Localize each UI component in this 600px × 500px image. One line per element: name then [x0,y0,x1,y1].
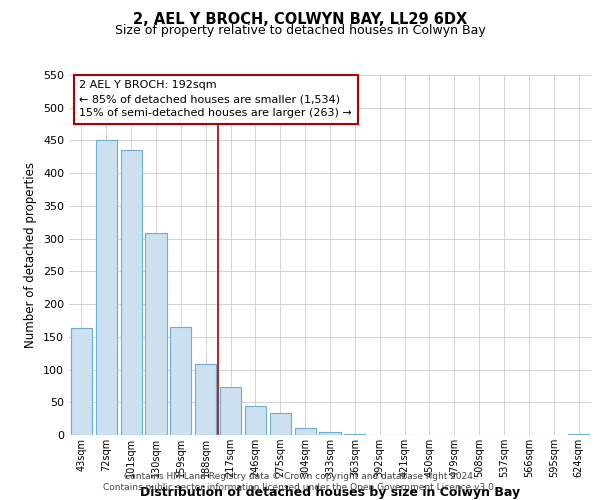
X-axis label: Distribution of detached houses by size in Colwyn Bay: Distribution of detached houses by size … [140,486,520,498]
Bar [319,432,341,435]
Text: Size of property relative to detached houses in Colwyn Bay: Size of property relative to detached ho… [115,24,485,37]
Bar [71,328,92,435]
Bar [344,434,365,435]
Bar [121,150,142,435]
Bar [170,327,191,435]
Text: Contains public sector information licensed under the Open Government Licence v3: Contains public sector information licen… [103,484,497,492]
Bar [270,414,291,435]
Bar [220,386,241,435]
Bar [245,406,266,435]
Bar [568,434,589,435]
Bar [295,428,316,435]
Bar [145,234,167,435]
Bar [195,364,216,435]
Bar [96,140,117,435]
Text: 2 AEL Y BROCH: 192sqm
← 85% of detached houses are smaller (1,534)
15% of semi-d: 2 AEL Y BROCH: 192sqm ← 85% of detached … [79,80,352,118]
Text: Contains HM Land Registry data © Crown copyright and database right 2024.: Contains HM Land Registry data © Crown c… [124,472,476,481]
Y-axis label: Number of detached properties: Number of detached properties [25,162,37,348]
Text: 2, AEL Y BROCH, COLWYN BAY, LL29 6DX: 2, AEL Y BROCH, COLWYN BAY, LL29 6DX [133,12,467,28]
